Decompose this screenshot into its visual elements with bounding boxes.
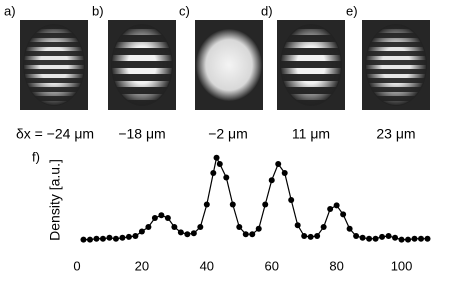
- data-point: [145, 224, 152, 230]
- panel-caption: δx = −24 μm: [16, 126, 94, 142]
- bright-spot: [196, 29, 262, 101]
- density-line: [83, 155, 428, 241]
- data-point: [340, 211, 347, 218]
- data-point: [392, 234, 399, 241]
- x-tick-label: 20: [135, 258, 149, 273]
- data-point: [314, 233, 321, 239]
- data-point: [262, 201, 269, 208]
- fringe-fade: [365, 24, 427, 106]
- panel-caption: 11 μm: [292, 126, 330, 142]
- data-point: [203, 201, 210, 208]
- data-point: [327, 206, 334, 212]
- data-point: [86, 236, 93, 243]
- data-point: [138, 228, 145, 235]
- x-tick-label: 60: [264, 258, 278, 273]
- plot-label: f): [32, 149, 40, 164]
- panel-label: a): [4, 3, 16, 18]
- data-point: [405, 236, 412, 243]
- data-point: [229, 201, 236, 208]
- panel-label: d): [261, 3, 273, 18]
- data-point: [398, 236, 405, 243]
- data-point: [223, 174, 230, 181]
- data-point: [275, 161, 282, 167]
- fringe-fade: [23, 24, 85, 106]
- data-point: [411, 235, 418, 242]
- data-point: [158, 212, 165, 219]
- data-point: [125, 233, 132, 240]
- data-point: [372, 235, 379, 242]
- data-point: [320, 224, 327, 230]
- data-point: [242, 231, 249, 238]
- data-point: [184, 231, 191, 238]
- data-point: [249, 231, 256, 238]
- data-point: [281, 170, 288, 176]
- panel-caption: −2 μm: [208, 126, 248, 142]
- data-point: [424, 235, 431, 242]
- panel-caption: −18 μm: [118, 126, 165, 142]
- x-tick-label: 100: [391, 258, 413, 273]
- data-point: [255, 225, 262, 232]
- data-point: [164, 215, 171, 221]
- y-axis-label: Density [a.u.]: [47, 159, 63, 241]
- data-point: [418, 235, 425, 242]
- data-point: [210, 170, 217, 176]
- data-point: [385, 233, 392, 239]
- data-point: [177, 229, 184, 236]
- x-tick-label: 80: [329, 258, 343, 273]
- data-point: [236, 224, 243, 230]
- panel-label: c): [179, 3, 190, 18]
- panel-label: b): [92, 3, 104, 18]
- data-point: [301, 233, 308, 239]
- fringe-fade: [111, 24, 173, 106]
- data-point: [119, 234, 126, 241]
- data-point: [132, 233, 139, 239]
- data-point: [80, 236, 87, 243]
- data-point: [307, 233, 314, 240]
- data-point: [333, 202, 340, 209]
- data-point: [190, 230, 197, 237]
- data-point: [99, 235, 106, 242]
- data-point: [294, 222, 301, 229]
- data-point: [359, 234, 366, 241]
- data-point: [151, 215, 158, 221]
- x-tick-label: 40: [200, 258, 214, 273]
- data-point: [379, 233, 386, 240]
- data-point: [268, 177, 275, 184]
- data-point: [346, 225, 353, 232]
- data-point: [353, 233, 360, 239]
- panel-caption: 23 μm: [376, 126, 415, 142]
- x-tick-label: 0: [73, 258, 80, 273]
- data-point: [366, 235, 373, 242]
- panel-label: e): [346, 3, 358, 18]
- data-point: [216, 161, 223, 167]
- data-point: [106, 234, 113, 241]
- data-point: [93, 235, 100, 242]
- data-point: [112, 235, 119, 242]
- data-point: [171, 224, 178, 230]
- data-point: [197, 224, 204, 230]
- data-point: [288, 197, 295, 203]
- fringe-fade: [280, 24, 342, 106]
- data-point: [213, 154, 220, 161]
